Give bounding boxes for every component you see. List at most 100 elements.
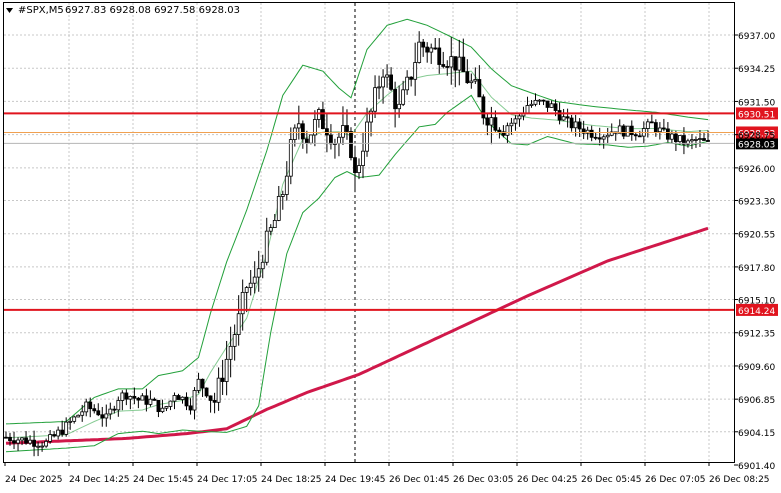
candle <box>80 404 85 422</box>
candle <box>56 426 61 440</box>
candle <box>661 118 666 132</box>
candle <box>184 392 189 411</box>
bid-price-tag <box>736 137 778 150</box>
candle <box>108 402 113 420</box>
candle <box>485 112 490 136</box>
candle <box>212 392 217 414</box>
candle <box>96 403 101 417</box>
candle <box>192 387 197 420</box>
x-tick-label: 26 Dec 04:25 <box>517 475 578 485</box>
candle <box>244 286 249 313</box>
candle <box>597 127 602 146</box>
bollinger-bands-layer <box>5 18 709 453</box>
candle <box>20 437 24 446</box>
bid-price-label: 6928.03 <box>738 140 775 150</box>
candle <box>260 254 265 279</box>
ask-price-tag <box>736 126 778 139</box>
candle <box>405 70 410 95</box>
candle <box>132 387 137 405</box>
candle <box>128 395 133 410</box>
candle <box>649 114 654 124</box>
candle <box>228 326 233 378</box>
y-tick-label: 6906.85 <box>738 396 775 406</box>
level-label: 6930.51 <box>738 110 775 120</box>
candle <box>545 100 550 113</box>
bollinger-lower <box>5 94 709 453</box>
candle <box>280 190 285 210</box>
candle <box>264 217 269 266</box>
candle <box>477 65 482 98</box>
candle <box>513 115 518 131</box>
candle <box>321 101 325 130</box>
candle <box>64 417 69 437</box>
y-tick-label: 6937.00 <box>738 32 775 42</box>
ask-price-label: 6928.93 <box>738 129 775 139</box>
candle <box>300 120 305 149</box>
candle <box>160 399 165 414</box>
y-tick-label: 6912.35 <box>738 330 775 340</box>
chart-menu-triangle-icon[interactable] <box>6 8 13 13</box>
candle <box>385 64 389 88</box>
bollinger-middle <box>5 70 709 439</box>
candle <box>204 387 209 398</box>
candle <box>425 42 430 63</box>
y-tick-label: 6917.80 <box>738 264 775 274</box>
candle <box>501 125 506 138</box>
candle <box>629 120 634 141</box>
candle <box>517 113 522 127</box>
candle <box>44 438 49 448</box>
candle <box>617 119 622 134</box>
candle <box>252 261 257 294</box>
y-tick-label: 6934.25 <box>738 65 775 75</box>
x-tick-label: 24 Dec 19:45 <box>325 475 386 485</box>
candle <box>156 399 161 418</box>
x-tick-label: 26 Dec 03:05 <box>453 475 514 485</box>
candle <box>164 405 169 412</box>
candle <box>537 99 542 105</box>
candle <box>152 397 157 401</box>
candle <box>148 390 153 407</box>
candle <box>8 432 12 446</box>
candle <box>60 420 65 437</box>
candle <box>176 393 181 400</box>
candle <box>529 100 534 108</box>
candle <box>702 132 706 141</box>
candle <box>421 38 426 57</box>
x-tick-label: 26 Dec 08:25 <box>709 475 770 485</box>
candle <box>124 389 129 406</box>
candle <box>505 122 510 144</box>
candle <box>653 119 658 137</box>
candle <box>84 398 89 417</box>
candle <box>353 145 357 193</box>
candle <box>296 105 301 140</box>
candle <box>461 38 466 73</box>
level-tag <box>736 107 778 120</box>
candle <box>581 120 586 140</box>
candle <box>481 94 486 125</box>
candle <box>533 93 538 107</box>
candle <box>417 31 422 64</box>
candle <box>268 224 273 236</box>
candle <box>601 134 606 149</box>
candle <box>393 81 398 128</box>
candle <box>694 136 698 148</box>
candle <box>116 396 121 417</box>
candle <box>188 398 193 415</box>
candle <box>593 132 598 141</box>
candle <box>473 67 478 84</box>
candle <box>40 441 45 452</box>
ohlc-values: 6927.83 6928.08 6927.58 6928.03 <box>65 5 240 16</box>
candle <box>4 431 8 439</box>
candle <box>433 37 438 50</box>
candle <box>76 414 81 418</box>
candles-layer <box>4 31 710 457</box>
candle <box>276 185 281 222</box>
candle <box>377 75 381 100</box>
candle <box>453 56 458 88</box>
candle <box>256 250 261 292</box>
candle <box>232 324 237 361</box>
candle <box>549 100 554 108</box>
